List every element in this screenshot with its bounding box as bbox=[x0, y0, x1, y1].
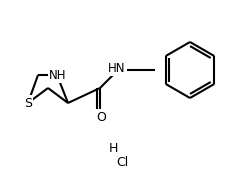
Text: S: S bbox=[24, 97, 32, 110]
Text: NH: NH bbox=[49, 68, 67, 82]
Text: Cl: Cl bbox=[116, 156, 128, 169]
Text: O: O bbox=[96, 110, 106, 124]
Text: H: H bbox=[108, 142, 118, 154]
Text: HN: HN bbox=[108, 61, 126, 75]
